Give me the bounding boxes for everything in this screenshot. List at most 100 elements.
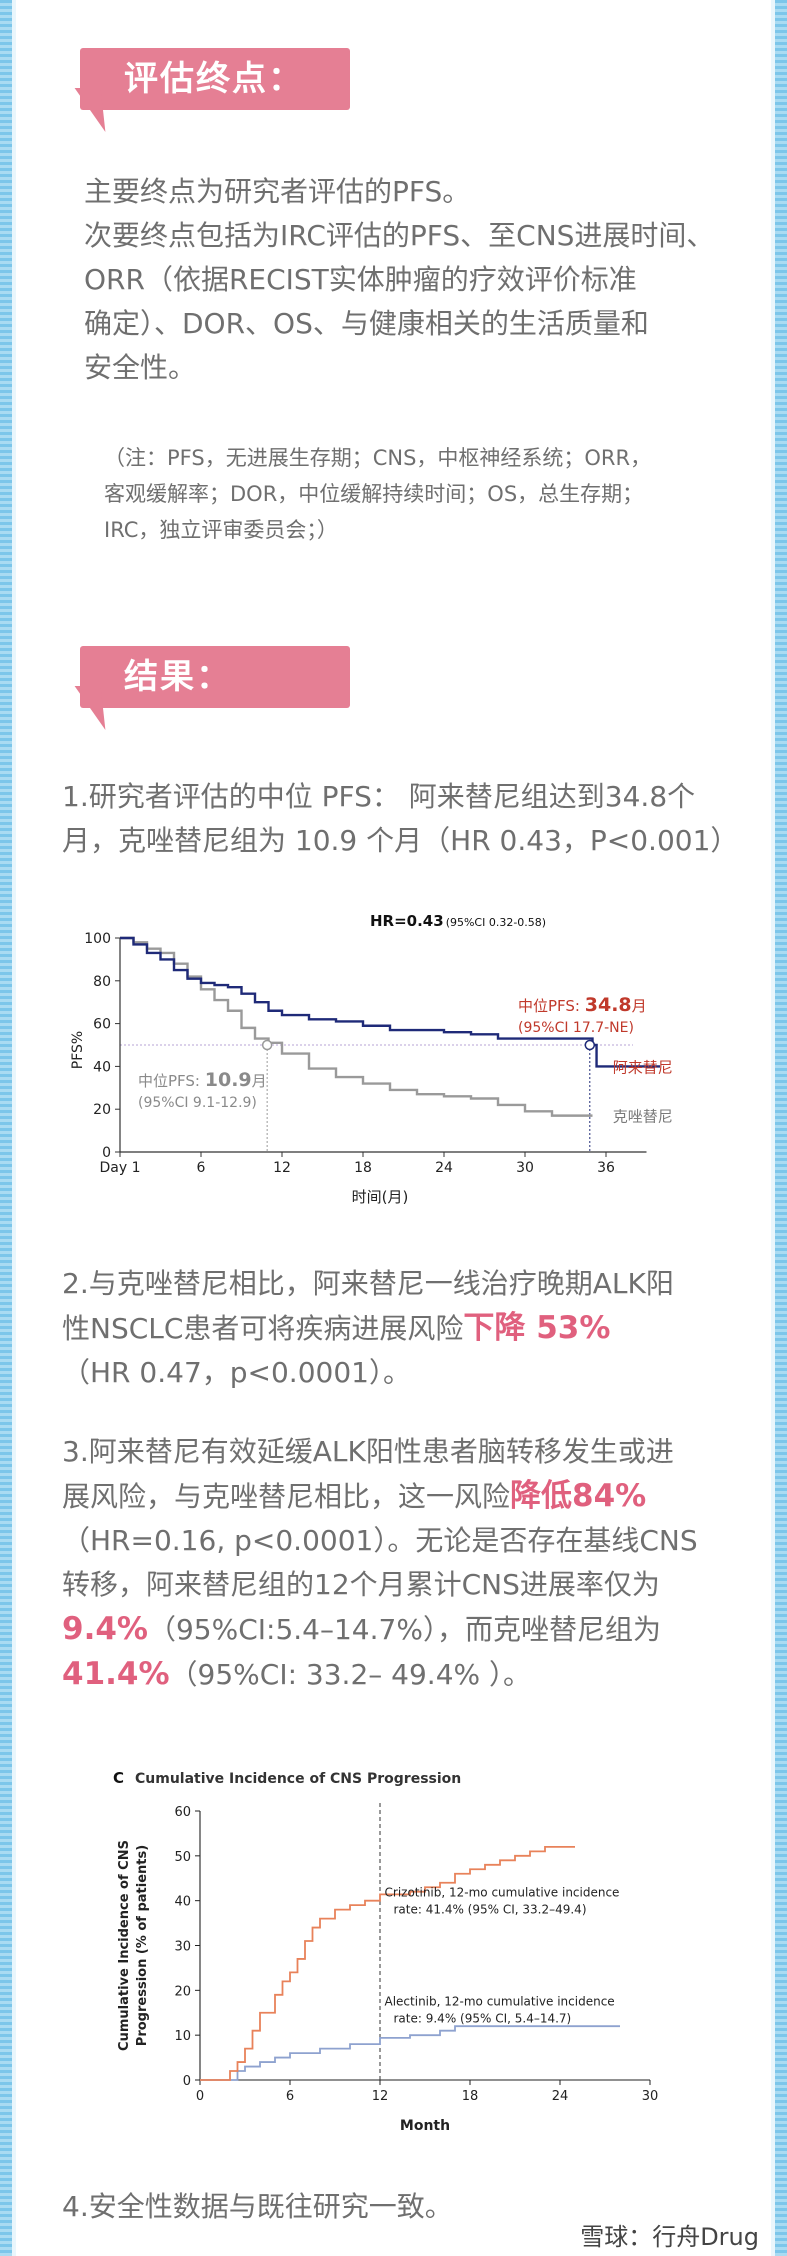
y-tick-label: 30 (174, 1940, 191, 1955)
x-axis-label: 时间(月) (352, 1188, 409, 1206)
criz-median-marker (261, 1039, 273, 1051)
note-line: IRC，独立评审委员会；） (104, 518, 338, 542)
alec-median-label: 中位PFS: (518, 997, 585, 1015)
result-3-text: 展风险，与克唑替尼相比，这一风险 (62, 1480, 511, 1513)
cns-incidence-chart: C Cumulative Incidence of CNS Progression… (113, 1769, 659, 2134)
chart-title-hr: HR=0.43 (370, 912, 444, 930)
chart-title: Cumulative Incidence of CNS Progression (135, 1771, 461, 1787)
alectinib-pfs-line (120, 936, 660, 1068)
alectinib-cns-line (200, 2025, 620, 2081)
result-2-line: （HR 0.47，p<0.0001）。 (62, 1356, 411, 1389)
y-tick-label: 10 (174, 2029, 191, 2044)
y-tick-label: 60 (93, 1017, 111, 1033)
risk-reduction-53: 下降 53% (463, 1310, 611, 1346)
endpoint-line: 安全性。 (84, 351, 197, 384)
chart-title: HR=0.43 (95%CI 0.32-0.58) (370, 912, 546, 930)
y-tick-label: 20 (174, 1984, 191, 1999)
x-tick-label: 24 (435, 1160, 453, 1176)
pfs-km-chart: 0 20 40 60 80 100 Day 1 6 12 18 24 30 36 时间(月) PFS% 阿来替… (70, 912, 673, 1206)
y-tick-label: 80 (93, 974, 111, 990)
x-tick-label: 0 (196, 2089, 204, 2104)
alec-median-unit: 月 (632, 997, 647, 1015)
criz-median-value: 10.9 (205, 1069, 252, 1091)
result-3-line: （HR=0.16, p<0.0001）。无论是否存在基线CNS (62, 1524, 698, 1557)
criz-median-unit: 月 (252, 1072, 267, 1090)
result-3-line: 3.阿来替尼有效延缓ALK阳性患者脑转移发生或进 (62, 1435, 674, 1468)
watermark: 雪球：行舟Drug (580, 2223, 759, 2251)
y-tick-label: 100 (84, 931, 111, 947)
result-3-text: （95%CI:5.4–14.7%），而克唑替尼组为 (147, 1613, 661, 1646)
left-decorative-border (0, 0, 16, 2256)
result-2-line: 性NSCLC患者可将疾病进展风险下降 53% (62, 1306, 674, 1351)
alec-median-ci: (95%CI 17.7-NE) (518, 1020, 634, 1036)
note-line: （注：PFS，无进展生存期；CNS，中枢神经系统；ORR， (104, 446, 652, 470)
result-3-line: 9.4%（95%CI:5.4–14.7%），而克唑替尼组为 (62, 1607, 698, 1652)
alectinib-rate: 9.4% (62, 1611, 148, 1647)
y-tick-label: 50 (174, 1850, 191, 1865)
result-2-line: 2.与克唑替尼相比，阿来替尼一线治疗晚期ALK阳 (62, 1267, 674, 1300)
crizotinib-series-label: 克唑替尼 (613, 1108, 673, 1126)
result-4: 4.安全性数据与既往研究一致。 (62, 2185, 453, 2229)
result-3-text: （95%CI: 33.2– 49.4% ）。 (169, 1658, 532, 1691)
result-3-line: 展风险，与克唑替尼相比，这一风险降低84% (62, 1474, 698, 1519)
alec-median-annotation: 中位PFS: 34.8月 (518, 994, 647, 1016)
chart-title-ci: (95%CI 0.32-0.58) (446, 916, 546, 929)
result-1: 1.研究者评估的中位 PFS： 阿来替尼组达到34.8个 月，克唑替尼组为 10… (62, 775, 738, 863)
result-2: 2.与克唑替尼相比，阿来替尼一线治疗晚期ALK阳 性NSCLC患者可将疾病进展风… (62, 1262, 674, 1395)
endpoint-line: 主要终点为研究者评估的PFS。 (84, 175, 471, 208)
y-tick-label: 0 (183, 2074, 191, 2089)
abbreviation-note: （注：PFS，无进展生存期；CNS，中枢神经系统；ORR， 客观缓解率；DOR，… (104, 440, 651, 548)
alectinib-annotation-line1: Alectinib, 12-mo cumulative incidence (385, 1994, 615, 2008)
criz-median-ci: (95%CI 9.1-12.9) (138, 1095, 257, 1111)
crizotinib-annotation-line1: Crizotinib, 12-mo cumulative incidence (385, 1886, 620, 1900)
x-tick-label: 24 (552, 2089, 569, 2104)
result-3-line: 转移，阿来替尼组的12个月累计CNS进展率仅为 (62, 1568, 660, 1601)
endpoints-text: 主要终点为研究者评估的PFS。 次要终点包括为IRC评估的PFS、至CNS进展时… (84, 170, 714, 390)
x-tick-label: 12 (372, 2089, 389, 2104)
x-tick-label: 18 (462, 2089, 479, 2104)
result-4-line: 4.安全性数据与既往研究一致。 (62, 2190, 453, 2223)
x-tick-label: 6 (197, 1160, 206, 1176)
result-1-line: 月，克唑替尼组为 10.9 个月（HR 0.43，P<0.001） (62, 824, 739, 857)
crizotinib-rate: 41.4% (62, 1656, 170, 1692)
note-line: 客观缓解率；DOR，中位缓解持续时间；OS，总生存期； (104, 482, 644, 506)
y-tick-label: 20 (93, 1102, 111, 1118)
panel-letter: C (113, 1769, 124, 1787)
criz-median-label: 中位PFS: (138, 1072, 205, 1090)
endpoint-line: 确定）、DOR、OS、与健康相关的生活质量和 (84, 307, 649, 340)
y-tick-label: 40 (174, 1895, 191, 1910)
risk-reduction-84: 降低84% (510, 1478, 647, 1514)
alec-median-value: 34.8 (585, 994, 632, 1016)
x-tick-label: 30 (516, 1160, 534, 1176)
right-decorative-border (771, 0, 787, 2256)
crizotinib-annotation-line2: rate: 41.4% (95% CI, 33.2–49.4) (394, 1903, 587, 1917)
y-axis-label-line1: Cumulative Incidence of CNS (117, 1840, 132, 2051)
endpoints-heading: 评估终点： (124, 59, 304, 99)
x-tick-label: 36 (597, 1160, 615, 1176)
result-3: 3.阿来替尼有效延缓ALK阳性患者脑转移发生或进 展风险，与克唑替尼相比，这一风… (62, 1430, 698, 1697)
endpoint-line: 次要终点包括为IRC评估的PFS、至CNS进展时间、 (84, 219, 715, 252)
y-axis-label-line2: Progression (% of patients) (135, 1845, 150, 2046)
x-tick-label: 6 (286, 2089, 294, 2104)
x-tick-label: 18 (354, 1160, 372, 1176)
result-2-text: 性NSCLC患者可将疾病进展风险 (62, 1312, 464, 1345)
x-tick-label: 12 (273, 1160, 291, 1176)
y-tick-label: 0 (102, 1145, 111, 1161)
x-axis-label: Month (400, 2118, 450, 2134)
result-3-line: 41.4%（95%CI: 33.2– 49.4% ）。 (62, 1652, 698, 1697)
results-heading: 结果： (124, 657, 232, 697)
alectinib-series-label: 阿来替尼 (613, 1058, 673, 1076)
y-tick-label: 40 (93, 1059, 111, 1075)
alec-median-marker (584, 1039, 596, 1051)
crizotinib-cns-line (200, 1845, 575, 2081)
x-tick-label: 30 (642, 2089, 659, 2104)
endpoints-heading-tag: 评估终点： (80, 48, 350, 110)
criz-median-annotation: 中位PFS: 10.9月 (138, 1069, 267, 1091)
alectinib-annotation-line2: rate: 9.4% (95% CI, 5.4–14.7) (394, 2011, 572, 2025)
x-tick-label: Day 1 (99, 1160, 140, 1176)
y-axis-label: PFS% (70, 1031, 86, 1069)
endpoint-line: ORR（依据RECIST实体肿瘤的疗效评价标准 (84, 263, 637, 296)
y-tick-label: 60 (174, 1805, 191, 1820)
results-heading-tag: 结果： (80, 646, 350, 708)
result-1-line: 1.研究者评估的中位 PFS： 阿来替尼组达到34.8个 (62, 780, 696, 813)
